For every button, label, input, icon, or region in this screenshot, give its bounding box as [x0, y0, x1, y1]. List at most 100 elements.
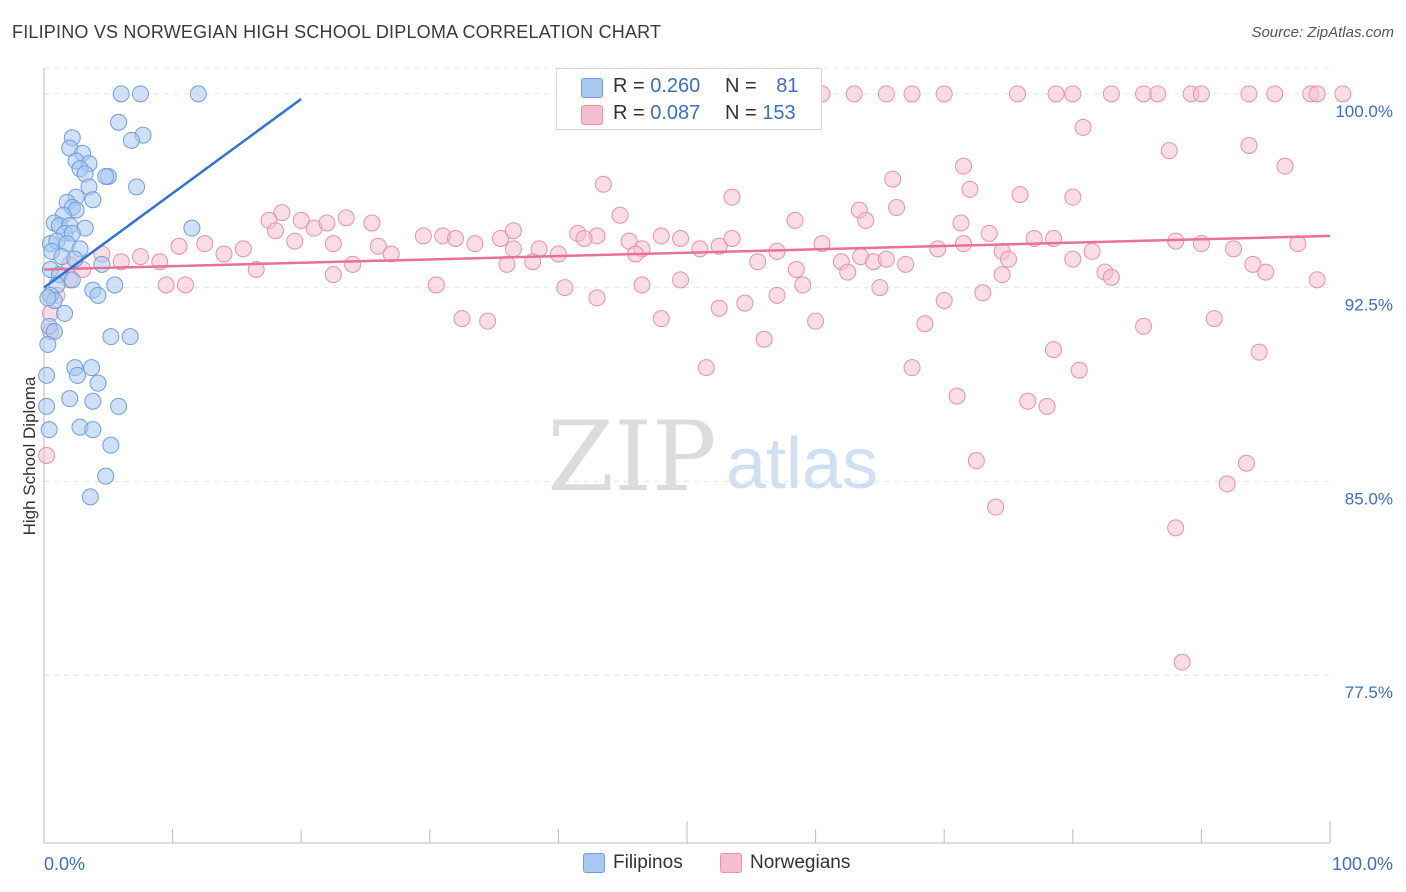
data-point [1160, 142, 1178, 160]
data-point [414, 227, 432, 245]
y-tick-label: 92.5% [1345, 296, 1393, 315]
x-tick-label-min: 0.0% [44, 854, 85, 874]
data-point [1149, 85, 1167, 103]
data-point [102, 328, 120, 346]
data-point [1009, 85, 1027, 103]
data-point [1074, 118, 1092, 136]
data-point [549, 245, 567, 263]
data-point [1250, 343, 1268, 361]
stats-row-filipinos: R = 0.260 N = 81 [557, 75, 821, 103]
data-point [84, 421, 102, 439]
data-point [1240, 137, 1258, 154]
data-point [556, 279, 574, 297]
data-point [234, 240, 252, 258]
y-tick-label: 85.0% [1345, 489, 1393, 508]
data-point [112, 253, 130, 271]
data-point [588, 289, 606, 307]
data-point [884, 170, 902, 188]
data-point [170, 237, 188, 255]
n-value: 81 [776, 75, 799, 97]
data-point [38, 366, 56, 384]
data-point [1205, 310, 1223, 328]
data-point [131, 85, 149, 103]
data-point [575, 230, 593, 247]
data-point [768, 286, 786, 304]
filipinos-legend-swatch [583, 853, 605, 873]
data-point [1038, 397, 1056, 415]
data-point [961, 180, 979, 198]
data-point [672, 230, 690, 247]
data-point [112, 85, 130, 103]
series-legend: Filipinos Norwegians [0, 852, 1406, 876]
data-point [877, 85, 895, 103]
watermark-atlas: atlas [726, 424, 878, 504]
data-point [128, 178, 146, 196]
data-point [710, 299, 728, 317]
data-point [84, 392, 102, 410]
data-point [845, 85, 863, 103]
data-point [723, 230, 741, 247]
data-point [1173, 653, 1191, 671]
data-point [1240, 85, 1258, 103]
data-point [63, 271, 81, 289]
data-point [1011, 186, 1029, 204]
data-point [839, 263, 857, 281]
data-point [980, 224, 998, 242]
data-point [974, 284, 992, 302]
data-point [292, 211, 310, 229]
data-point [1218, 475, 1236, 493]
data-point [736, 294, 754, 312]
data-point [916, 315, 934, 333]
norwegians-swatch [581, 105, 603, 125]
data-point [324, 235, 342, 253]
data-point [176, 276, 194, 294]
data-point [504, 240, 522, 258]
data-point [877, 250, 895, 268]
data-point [954, 235, 972, 253]
data-point [427, 276, 445, 294]
data-point [987, 498, 1005, 516]
data-point [1064, 188, 1082, 206]
data-point [61, 390, 79, 408]
data-point [935, 85, 953, 103]
data-point [1276, 157, 1294, 175]
data-point [948, 387, 966, 405]
data-point [1102, 85, 1120, 103]
y-tick-label: 100.0% [1335, 102, 1393, 121]
data-point [952, 214, 970, 232]
data-point [1019, 392, 1037, 410]
data-point [1192, 85, 1210, 103]
data-point [68, 366, 86, 384]
data-point [1083, 242, 1101, 260]
data-point [324, 266, 342, 284]
r-label: R = [613, 102, 651, 124]
data-point [1102, 268, 1120, 286]
data-point [786, 211, 804, 229]
data-point [749, 253, 767, 271]
watermark-zip: ZIP [547, 401, 716, 513]
trend-lines [43, 97, 1331, 289]
data-point [1257, 263, 1275, 281]
data-point [122, 131, 140, 149]
filipinos-swatch [581, 78, 603, 98]
data-point [633, 276, 651, 294]
data-point [1135, 317, 1153, 335]
filipinos-trend-line [43, 97, 302, 289]
data-point [337, 209, 355, 227]
data-point [447, 230, 465, 247]
filipinos-points [38, 85, 207, 506]
data-point [1045, 341, 1063, 359]
norwegians-points [38, 85, 1352, 671]
data-point [453, 310, 471, 328]
data-point [492, 230, 510, 247]
data-point [183, 219, 201, 237]
data-point [369, 237, 387, 255]
data-point [39, 289, 57, 307]
data-point [611, 206, 629, 224]
r-value: 0.087 [650, 102, 701, 124]
data-point [131, 248, 149, 266]
n-label: N = [725, 102, 763, 124]
watermark: ZIP atlas [547, 401, 878, 513]
r-value: 0.260 [650, 75, 701, 97]
